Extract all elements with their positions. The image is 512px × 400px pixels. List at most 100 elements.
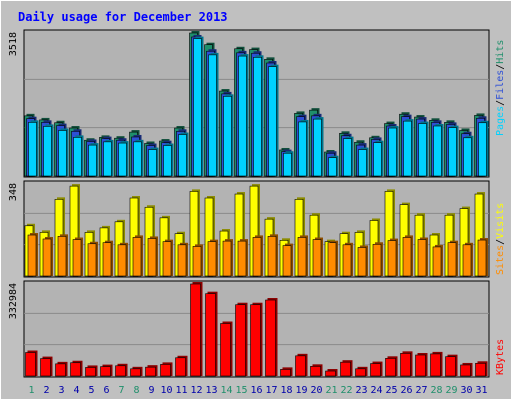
x-tick-label: 2 [43,385,49,396]
bar-pages-day-30 [463,135,474,177]
bar-kbytes-day-12 [190,282,203,377]
x-tick-label: 24 [370,385,382,396]
bar-kbytes-day-22 [340,360,353,377]
bar-kbytes-day-9 [145,365,158,377]
bar-sites-day-17 [267,234,278,277]
bar-pages-day-17 [268,64,279,177]
bar-sites-day-1 [27,233,38,277]
x-tick-label: 19 [295,385,307,396]
x-tick-label: 14 [220,385,232,396]
bar-kbytes-day-28 [430,351,443,377]
x-tick-label: 30 [460,385,472,396]
x-tick-label: 6 [103,385,109,396]
bar-sites-day-18 [282,243,293,277]
bar-kbytes-day-10 [160,362,173,377]
x-tick-label: 3 [58,385,64,396]
bar-sites-day-12 [192,244,203,277]
bar-kbytes-day-31 [475,361,488,377]
bar-pages-day-11 [178,132,189,177]
legend-middle: Sites/Visits [495,203,506,275]
x-tick-label: 26 [400,385,412,396]
bar-kbytes-day-17 [265,298,278,377]
bar-kbytes-day-14 [220,321,233,377]
bar-pages-day-19 [298,119,309,177]
bar-pages-day-16 [253,55,264,177]
bar-sites-day-31 [477,238,488,277]
x-tick-label: 16 [250,385,262,396]
bar-sites-day-9 [147,236,158,277]
bar-sites-day-5 [87,241,98,277]
bar-sites-day-30 [462,242,473,277]
legend-top: Pages/Files/Hits [495,40,506,136]
chart-title: Daily usage for December 2013 [18,10,228,24]
x-tick-label: 8 [133,385,139,396]
x-tick-label: 12 [190,385,202,396]
bar-sites-day-28 [432,244,443,277]
bar-sites-day-24 [372,242,383,277]
bar-kbytes-day-25 [385,356,398,377]
bar-sites-day-4 [72,237,83,277]
x-tick-label: 10 [160,385,172,396]
legend-entry: Sites [495,245,506,275]
bar-pages-day-1 [28,120,39,177]
bar-pages-day-2 [43,124,54,177]
bar-kbytes-day-3 [55,361,68,377]
bar-kbytes-day-29 [445,354,458,377]
legend-entry: / [495,100,506,106]
bar-kbytes-day-27 [415,353,428,377]
bar-kbytes-day-5 [85,365,98,377]
bar-pages-day-13 [208,52,219,177]
bar-pages-day-10 [163,143,174,177]
x-tick-label: 23 [355,385,367,396]
x-tick-label: 11 [175,385,187,396]
bar-pages-day-20 [313,117,324,177]
bar-sites-day-14 [222,239,233,277]
bar-pages-day-12 [193,36,204,177]
bar-pages-day-25 [388,126,399,177]
bar-sites-day-3 [57,234,68,277]
bar-pages-day-22 [343,136,354,177]
x-tick-label: 5 [88,385,94,396]
x-tick-label: 17 [265,385,277,396]
bar-pages-day-4 [73,135,84,177]
x-tick-label: 21 [325,385,337,396]
bar-sites-day-15 [237,239,248,277]
bars [24,31,489,377]
bar-kbytes-day-8 [130,366,143,377]
bar-kbytes-day-24 [370,361,383,377]
bar-kbytes-day-19 [295,353,308,377]
bar-pages-day-18 [283,151,294,177]
bar-sites-day-2 [42,236,53,277]
bar-sites-day-21 [327,240,338,277]
bar-pages-day-26 [403,119,414,177]
bar-pages-day-31 [478,120,489,177]
bar-pages-day-6 [103,139,114,177]
bar-pages-day-29 [448,125,459,177]
x-tick-label: 31 [475,385,487,396]
bar-sites-day-16 [252,235,263,277]
y-max-label-middle: 348 [8,183,19,201]
bar-kbytes-day-20 [310,364,323,377]
x-tick-label: 22 [340,385,352,396]
bar-kbytes-day-13 [205,291,218,377]
bar-sites-day-23 [357,245,368,277]
bar-pages-day-8 [133,139,144,177]
legend-entry: Pages [495,106,506,136]
bar-kbytes-day-1 [25,350,38,377]
bar-sites-day-29 [447,240,458,277]
bar-pages-day-7 [118,141,129,177]
x-tick-label: 28 [430,385,442,396]
bar-pages-day-28 [433,124,444,177]
bar-kbytes-day-23 [355,366,368,377]
bar-pages-day-5 [88,143,99,177]
y-max-label-bottom: 332984 [8,283,19,319]
x-tick-label: 4 [73,385,79,396]
bar-kbytes-day-11 [175,355,188,377]
legend-entry: Hits [495,40,506,64]
bar-sites-day-8 [132,235,143,277]
bar-sites-day-22 [342,242,353,277]
legend-entry: KBytes [495,339,506,375]
bar-kbytes-day-16 [250,302,263,377]
x-tick-label: 13 [205,385,217,396]
